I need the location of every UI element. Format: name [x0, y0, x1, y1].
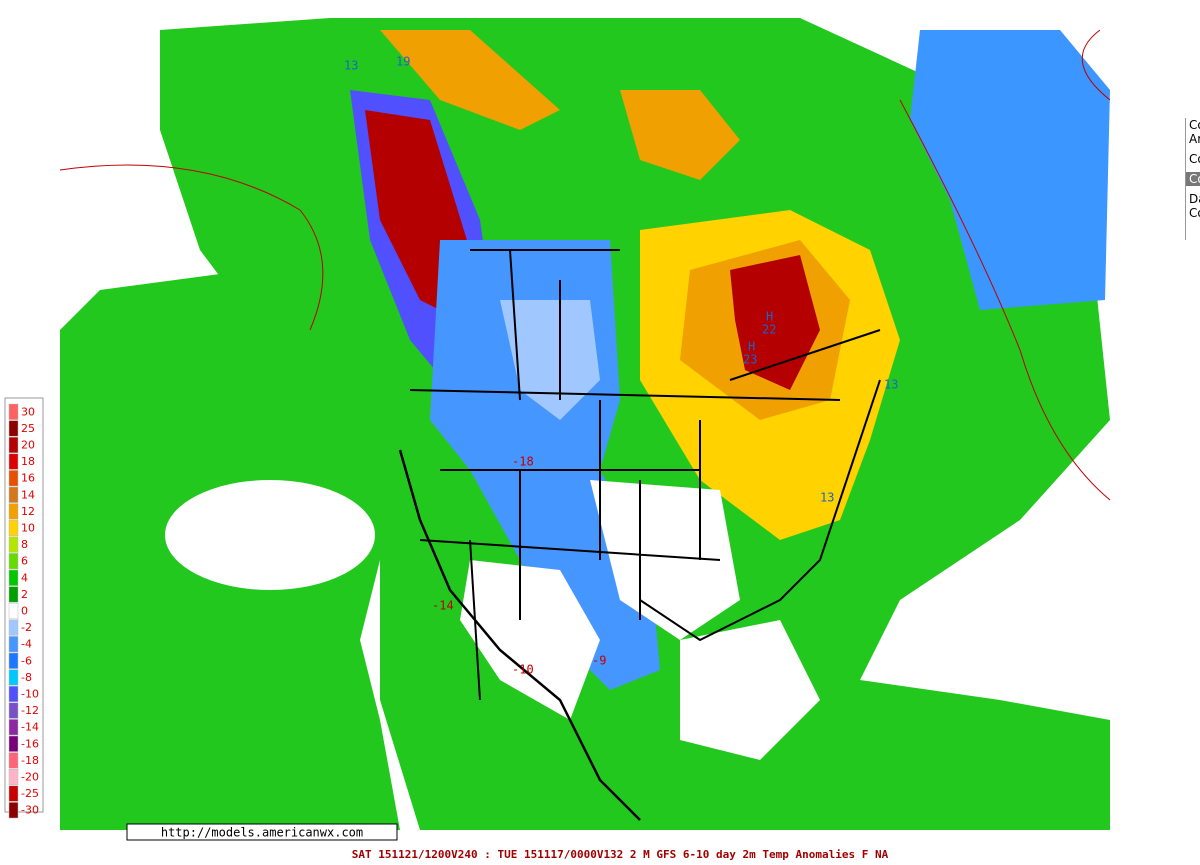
- neutral-region: [460, 560, 600, 720]
- legend-swatch: [8, 636, 19, 653]
- legend-swatch: [8, 436, 19, 454]
- map-label: H: [766, 310, 773, 324]
- legend-swatch: [8, 702, 19, 719]
- url-box: [126, 823, 398, 841]
- legend-swatch: [8, 752, 19, 769]
- legend-swatch: [8, 536, 19, 553]
- legend-label: -2: [21, 621, 32, 634]
- panel-item[interactable]: Co: [1189, 206, 1200, 220]
- legend-label: -14: [21, 721, 39, 734]
- legend-swatch: [8, 802, 19, 819]
- legend-label: -8: [21, 671, 32, 684]
- legend-swatch: [8, 519, 19, 537]
- legend-label: -4: [21, 638, 32, 651]
- map-label: 22: [762, 323, 776, 337]
- legend-label: 30: [21, 405, 35, 418]
- legend-label: 6: [21, 555, 28, 568]
- warm-region: [620, 90, 740, 180]
- legend-label: 10: [21, 522, 35, 535]
- legend-label: -20: [21, 771, 39, 784]
- legend-label: 8: [21, 538, 28, 551]
- white-region: [165, 480, 375, 590]
- cool-region: [500, 300, 600, 420]
- legend-label: -10: [21, 688, 39, 701]
- legend-label: 25: [21, 422, 35, 435]
- map-label: 23: [743, 353, 757, 367]
- panel-item[interactable]: Co: [1189, 152, 1200, 166]
- panel-item[interactable]: Da: [1189, 192, 1200, 206]
- legend-label: 12: [21, 505, 35, 518]
- legend-swatch: [8, 503, 19, 520]
- legend-swatch: [8, 470, 19, 487]
- legend-swatch: [8, 735, 19, 752]
- neutral-region: [590, 480, 740, 640]
- contours: [59, 29, 1111, 501]
- caption: SAT 151121/1200V240 : TUE 151117/0000V13…: [352, 848, 889, 861]
- neutral-region: [680, 620, 820, 760]
- legend-label: 0: [21, 605, 28, 618]
- cold-region: [910, 30, 1110, 310]
- warm-region: [380, 30, 560, 130]
- legend-swatch: [8, 420, 19, 437]
- cold-region: [430, 240, 660, 690]
- panel-item[interactable]: Ar: [1189, 132, 1200, 146]
- map-label: 13: [884, 378, 898, 392]
- map-label: -18: [512, 455, 534, 469]
- legend-swatch: [8, 403, 19, 420]
- legend-label: 16: [21, 472, 35, 485]
- legend-swatch: [8, 553, 19, 570]
- map-label: -10: [512, 663, 534, 677]
- legend-label: 14: [21, 488, 35, 501]
- legend-label: -16: [21, 737, 39, 750]
- map-label: -14: [432, 599, 454, 613]
- legend-swatch: [8, 486, 19, 503]
- legend-swatch: [8, 619, 19, 636]
- legend-label: -30: [21, 804, 39, 817]
- legend: 302520181614121086420-2-4-6-8-10-12-14-1…: [8, 403, 39, 819]
- map-label: H: [748, 340, 755, 354]
- map-label: 13: [820, 491, 834, 505]
- legend-label: 20: [21, 439, 35, 452]
- url: http://models.americanwx.com: [161, 826, 363, 840]
- borders: [398, 249, 881, 821]
- panel-item[interactable]: Co: [1186, 172, 1200, 186]
- map-label: 13: [344, 59, 358, 73]
- legend-swatch: [8, 719, 19, 736]
- side-panel: Co Ar Co Co Da Co: [1185, 118, 1200, 240]
- legend-label: 18: [21, 455, 35, 468]
- legend-swatch: [8, 768, 19, 786]
- legend-label: -12: [21, 704, 39, 717]
- legend-label: -18: [21, 754, 39, 767]
- legend-swatch: [8, 652, 19, 669]
- map-label: 19: [396, 55, 410, 69]
- legend-label: -25: [21, 787, 39, 800]
- legend-swatch: [8, 569, 19, 586]
- legend-swatch: [8, 453, 19, 470]
- legend-swatch: [8, 785, 19, 802]
- legend-label: 4: [21, 571, 28, 584]
- legend-swatch: [8, 685, 19, 703]
- map-label: -9: [592, 654, 606, 668]
- legend-label: -6: [21, 654, 32, 667]
- legend-label: 2: [21, 588, 28, 601]
- hot-region: [730, 255, 820, 390]
- legend-swatch: [8, 586, 19, 603]
- panel-item[interactable]: Co: [1189, 118, 1200, 132]
- legend-swatch: [8, 669, 19, 686]
- legend-swatch: [8, 602, 19, 620]
